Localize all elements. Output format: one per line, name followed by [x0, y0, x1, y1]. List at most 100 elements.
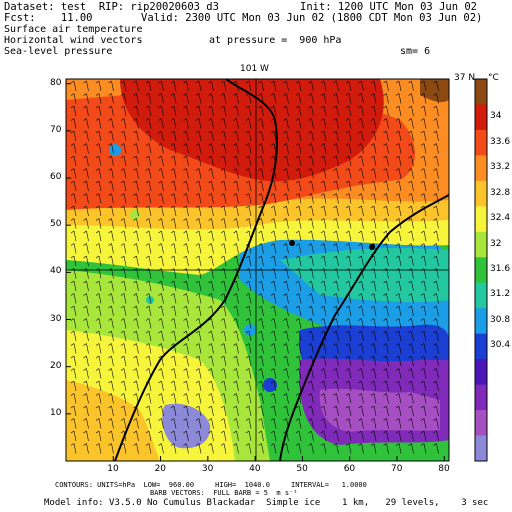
wind-barb [145, 230, 152, 242]
wind-barb [333, 268, 339, 279]
wind-barb [108, 155, 114, 167]
wind-barb [120, 105, 127, 117]
wind-barb [208, 230, 214, 242]
wind-barb [358, 243, 364, 254]
wind-barb [308, 218, 314, 229]
wind-barb [320, 305, 327, 317]
wind-barb [233, 280, 239, 292]
wind-barb [158, 305, 164, 317]
wind-barb [83, 305, 89, 317]
wind-barb [195, 343, 202, 354]
wind-barb [308, 380, 314, 392]
wind-barb [170, 393, 177, 404]
wind-barb [345, 155, 352, 167]
wind-barb [320, 343, 327, 354]
wind-barb [320, 118, 327, 129]
wind-barb [195, 155, 202, 167]
wind-barb [208, 355, 214, 367]
wind-barb [283, 93, 289, 104]
wind-barb [358, 343, 364, 354]
wind-barb [233, 330, 239, 342]
wind-barb [95, 168, 102, 179]
colorbar-swatch [475, 180, 487, 207]
wind-barb [170, 230, 177, 242]
header-valid: Valid: 2300 UTC Mon 03 Jun 02 (1800 CDT … [141, 12, 483, 24]
wind-barb [283, 405, 289, 417]
wind-barb [83, 443, 89, 454]
colorbar-label: 32.8 [490, 187, 511, 198]
wind-barb [233, 268, 239, 279]
colorbar-swatch [475, 257, 487, 284]
wind-barb [408, 180, 414, 192]
wind-barb [145, 180, 152, 192]
wind-barb [308, 293, 314, 304]
wind-barb [345, 118, 352, 129]
x-tick-label: 40 [249, 464, 261, 474]
wind-barb [220, 268, 227, 279]
wind-barb [270, 80, 277, 92]
wind-barb [158, 280, 164, 292]
wind-barb [220, 280, 227, 292]
wind-barb [195, 168, 202, 179]
wind-barb [258, 318, 264, 329]
wind-barb [420, 355, 427, 367]
wind-barb [320, 168, 327, 179]
wind-barb [408, 330, 414, 342]
wind-barb [308, 393, 314, 404]
wind-barb [208, 255, 214, 267]
wind-barb [420, 243, 427, 254]
colorbar-swatch [475, 384, 487, 411]
wind-barb [420, 80, 427, 92]
wind-barb [83, 355, 89, 367]
wind-barb [70, 130, 77, 142]
colorbar-swatch [475, 333, 487, 360]
wind-barb [145, 255, 152, 267]
wind-barb [83, 405, 89, 417]
wind-barb [133, 330, 139, 342]
wind-barb [70, 255, 77, 267]
footer-model: Model info: V3.5.0 No Cumulus Blackadar … [44, 498, 489, 508]
wind-barb [370, 118, 377, 129]
wind-barb [133, 318, 139, 329]
wind-barb [245, 118, 252, 129]
wind-barb [220, 355, 227, 367]
wind-barb [133, 405, 139, 417]
wind-barb [270, 168, 277, 179]
wind-barb [345, 443, 352, 454]
x-tick-label: 50 [296, 464, 308, 474]
wind-barb [320, 193, 327, 204]
wind-barb [70, 318, 77, 329]
wind-barb [283, 230, 289, 242]
wind-barb [408, 305, 414, 317]
wind-barb [83, 193, 89, 204]
wind-barb [270, 155, 277, 167]
wind-barb [383, 80, 389, 92]
y-tick-label: 30 [50, 313, 62, 324]
wind-barb [395, 355, 402, 367]
wind-barb [133, 80, 139, 92]
wind-barb [320, 393, 327, 404]
wind-barb [333, 318, 339, 329]
wind-barb [133, 443, 139, 454]
wind-barb [433, 218, 439, 229]
wind-barb [183, 418, 189, 429]
wind-barb [70, 143, 77, 154]
wind-barb [408, 218, 414, 229]
wind-barb [308, 80, 314, 92]
wind-barb [158, 80, 164, 92]
wind-barb [120, 405, 127, 417]
wind-barb [258, 280, 264, 292]
wind-barb [208, 80, 214, 92]
wind-barb [295, 80, 302, 92]
wind-barb [333, 393, 339, 404]
wind-barb [183, 80, 189, 92]
wind-barb [345, 243, 352, 254]
wind-barb [245, 368, 252, 379]
wind-barb [70, 155, 77, 167]
wind-barb [145, 443, 152, 454]
wind-barb [83, 330, 89, 342]
wind-barb [70, 105, 77, 117]
wind-barb [245, 355, 252, 367]
wind-barb [183, 268, 189, 279]
wind-barb [108, 318, 114, 329]
